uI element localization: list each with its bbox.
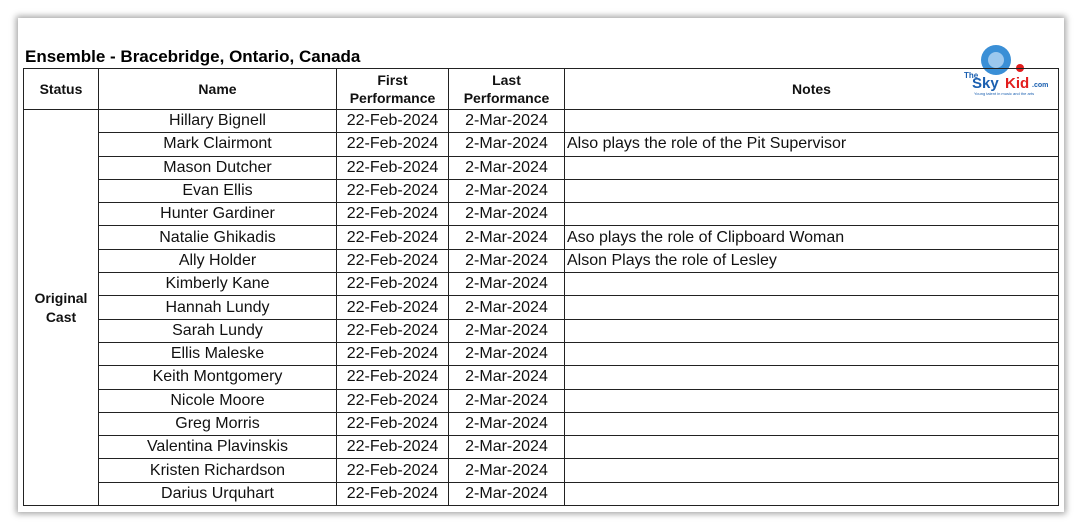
table-row: Nicole Moore 22-Feb-2024 2-Mar-2024 [24,388,1059,413]
status-cell: Original Cast [23,108,99,507]
table-row: Darius Urquhart 22-Feb-2024 2-Mar-2024 [24,481,1059,507]
first-performance-cell: 22-Feb-2024 [336,365,449,390]
last-performance-cell: 2-Mar-2024 [448,155,565,180]
name-cell: Hillary Bignell [98,108,337,134]
name-cell: Greg Morris [98,411,337,437]
notes-cell [564,318,1059,343]
first-performance-cell: 22-Feb-2024 [336,481,449,507]
last-performance-cell: 2-Mar-2024 [448,225,565,250]
notes-cell [564,108,1059,134]
last-performance-cell: 2-Mar-2024 [448,341,565,367]
name-cell: Kristen Richardson [98,458,337,483]
last-performance-cell: 2-Mar-2024 [448,132,565,157]
header-status: Status [23,68,99,110]
table-row: Ellis Maleske 22-Feb-2024 2-Mar-2024 [24,341,1059,367]
first-performance-cell: 22-Feb-2024 [336,411,449,437]
table-row: Keith Montgomery 22-Feb-2024 2-Mar-2024 [24,365,1059,390]
table-row: Natalie Ghikadis 22-Feb-2024 2-Mar-2024 Aso… [24,225,1059,250]
name-cell: Ally Holder [98,248,337,274]
header-first-performance: First Performance [336,68,449,110]
last-performance-cell: 2-Mar-2024 [448,481,565,507]
ensemble-table: Status Name First Performance Last Perfo… [23,68,1059,507]
notes-cell [564,365,1059,390]
table-row: Sarah Lundy 22-Feb-2024 2-Mar-2024 [24,318,1059,343]
notes-cell [564,481,1059,507]
last-performance-cell: 2-Mar-2024 [448,202,565,227]
name-cell: Mark Clairmont [98,132,337,157]
table-row: Kimberly Kane 22-Feb-2024 2-Mar-2024 [24,272,1059,297]
name-cell: Valentina Plavinskis [98,435,337,460]
first-performance-cell: 22-Feb-2024 [336,248,449,274]
last-performance-cell: 2-Mar-2024 [448,365,565,390]
first-performance-cell: 22-Feb-2024 [336,108,449,134]
notes-cell [564,458,1059,483]
first-performance-cell: 22-Feb-2024 [336,388,449,413]
name-cell: Natalie Ghikadis [98,225,337,250]
notes-cell [564,411,1059,437]
last-performance-cell: 2-Mar-2024 [448,178,565,204]
table-row: Kristen Richardson 22-Feb-2024 2-Mar-2024 [24,458,1059,483]
notes-cell [564,202,1059,227]
name-cell: Nicole Moore [98,388,337,413]
last-performance-cell: 2-Mar-2024 [448,388,565,413]
first-performance-cell: 22-Feb-2024 [336,435,449,460]
table-row: Evan Ellis 22-Feb-2024 2-Mar-2024 [24,178,1059,204]
first-performance-cell: 22-Feb-2024 [336,295,449,320]
last-performance-cell: 2-Mar-2024 [448,108,565,134]
name-cell: Keith Montgomery [98,365,337,390]
last-performance-cell: 2-Mar-2024 [448,272,565,297]
name-cell: Sarah Lundy [98,318,337,343]
notes-cell [564,272,1059,297]
last-performance-cell: 2-Mar-2024 [448,318,565,343]
first-performance-cell: 22-Feb-2024 [336,272,449,297]
name-cell: Kimberly Kane [98,272,337,297]
page-title: Ensemble - Bracebridge, Ontario, Canada [25,47,361,66]
notes-cell [564,388,1059,413]
table-row: Mark Clairmont 22-Feb-2024 2-Mar-2024 Also … [24,132,1059,157]
table-row: Hunter Gardiner 22-Feb-2024 2-Mar-2024 [24,202,1059,227]
name-cell: Evan Ellis [98,178,337,204]
table-row: Valentina Plavinskis 22-Feb-2024 2-Mar-202… [24,435,1059,460]
table-row: Original Cast Hillary Bignell 22-Feb-2024 2… [23,108,1059,507]
first-performance-cell: 22-Feb-2024 [336,132,449,157]
name-cell: Darius Urquhart [98,481,337,507]
notes-cell [564,435,1059,460]
name-cell: Mason Dutcher [98,155,337,180]
header-last-performance: Last Performance [448,68,565,110]
table-row: Ally Holder 22-Feb-2024 2-Mar-2024 Alson Pl… [24,248,1059,274]
table-row: Mason Dutcher 22-Feb-2024 2-Mar-2024 [24,155,1059,180]
first-performance-cell: 22-Feb-2024 [336,155,449,180]
name-cell: Hannah Lundy [98,295,337,320]
first-performance-cell: 22-Feb-2024 [336,225,449,250]
header-notes: Notes [564,68,1059,110]
notes-cell: Also plays the role of the Pit Superviso… [564,132,1059,157]
first-performance-cell: 22-Feb-2024 [336,202,449,227]
notes-cell [564,295,1059,320]
first-performance-cell: 22-Feb-2024 [336,178,449,204]
notes-cell: Alson Plays the role of Lesley [564,248,1059,274]
name-cell: Hunter Gardiner [98,202,337,227]
table-row: Greg Morris 22-Feb-2024 2-Mar-2024 [24,411,1059,437]
first-performance-cell: 22-Feb-2024 [336,318,449,343]
name-cell: Ellis Maleske [98,341,337,367]
header-row: Status Name First Performance Last Perfo… [23,68,1059,110]
last-performance-cell: 2-Mar-2024 [448,248,565,274]
notes-cell [564,155,1059,180]
first-performance-cell: 22-Feb-2024 [336,341,449,367]
header-name: Name [98,68,337,110]
table-row: Hannah Lundy 22-Feb-2024 2-Mar-2024 [24,295,1059,320]
last-performance-cell: 2-Mar-2024 [448,458,565,483]
notes-cell [564,341,1059,367]
first-performance-cell: 22-Feb-2024 [336,458,449,483]
last-performance-cell: 2-Mar-2024 [448,295,565,320]
notes-cell [564,178,1059,204]
last-performance-cell: 2-Mar-2024 [448,411,565,437]
last-performance-cell: 2-Mar-2024 [448,435,565,460]
notes-cell: Aso plays the role of Clipboard Woman [564,225,1059,250]
document-card: Ensemble - Bracebridge, Ontario, Canada … [18,18,1064,512]
